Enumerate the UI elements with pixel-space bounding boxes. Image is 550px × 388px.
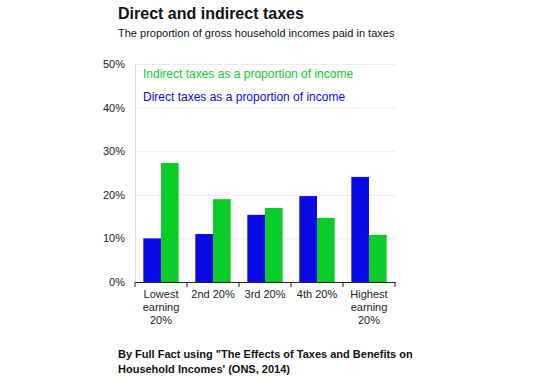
grid-line <box>135 108 395 109</box>
x-tick-label: 3rd 20% <box>245 288 286 300</box>
bar <box>299 196 317 282</box>
y-tick: 50% <box>103 58 135 70</box>
category-divider <box>187 282 188 287</box>
x-axis-line <box>136 282 396 283</box>
y-tick: 0% <box>109 276 135 288</box>
y-axis-line <box>135 65 136 283</box>
x-axis: Lowestearning20% 2nd 20% 3rd 20% 4th 20% Hig… <box>135 282 396 326</box>
plot: 0% 10% 20% 30% 40% 50% Lowestearning20% 2nd 20%… <box>103 58 396 326</box>
category-divider <box>343 282 344 287</box>
legend: Indirect taxes as a proportion of income… <box>143 67 353 104</box>
source: By Full Fact using "The Effects of Taxes… <box>118 348 413 375</box>
bar <box>265 208 283 282</box>
bar <box>351 177 369 282</box>
subtitle: The proportion of gross household income… <box>118 27 395 39</box>
bars <box>143 163 386 282</box>
bar-series <box>161 163 387 282</box>
chart: Direct and indirect taxes The proportion … <box>0 0 550 388</box>
category-divider <box>291 282 292 287</box>
y-tick-label: 50% <box>103 58 125 70</box>
x-tick-label: 2nd 20% <box>191 288 235 300</box>
y-tick-label: 40% <box>103 102 125 114</box>
y-axis: 0% 10% 20% 30% 40% 50% <box>103 58 136 288</box>
legend-entry: Direct taxes as a proportion of income <box>143 90 345 104</box>
x-tick: 3rd 20% <box>245 282 286 300</box>
y-tick: 30% <box>103 145 135 157</box>
y-tick-label: 20% <box>103 189 125 201</box>
y-tick-label: 30% <box>103 145 125 157</box>
x-tick: Lowestearning20% <box>143 282 180 326</box>
category-divider <box>135 282 136 287</box>
bar <box>213 199 231 282</box>
y-tick-label: 10% <box>103 232 125 244</box>
x-tick-label: Lowestearning20% <box>143 288 180 326</box>
y-tick: 20% <box>103 189 135 201</box>
x-tick-label: Highestearning20% <box>350 288 387 326</box>
x-tick: Highestearning20% <box>350 282 387 326</box>
y-tick-label: 0% <box>109 276 125 288</box>
x-tick: 4th 20% <box>297 282 338 300</box>
x-tick-label: 4th 20% <box>297 288 338 300</box>
bar <box>317 218 335 282</box>
bar <box>369 235 387 282</box>
bar <box>143 238 161 282</box>
x-tick: 2nd 20% <box>191 282 235 300</box>
grid-tick <box>135 151 395 152</box>
grid-tick <box>135 64 395 65</box>
y-tick: 10% <box>103 232 135 244</box>
grid-line <box>135 64 395 65</box>
category-divider <box>395 282 396 287</box>
category-divider <box>239 282 240 287</box>
y-tick: 40% <box>103 102 135 114</box>
bar <box>195 234 213 282</box>
grid <box>135 65 395 283</box>
grid-tick <box>135 108 395 109</box>
title: Direct and indirect taxes <box>118 5 304 22</box>
grid-line <box>135 282 395 283</box>
grid-line <box>135 151 395 152</box>
bar <box>247 215 265 282</box>
grid-tick <box>135 282 395 283</box>
legend-entry: Indirect taxes as a proportion of income <box>143 67 353 81</box>
bar <box>161 163 179 282</box>
